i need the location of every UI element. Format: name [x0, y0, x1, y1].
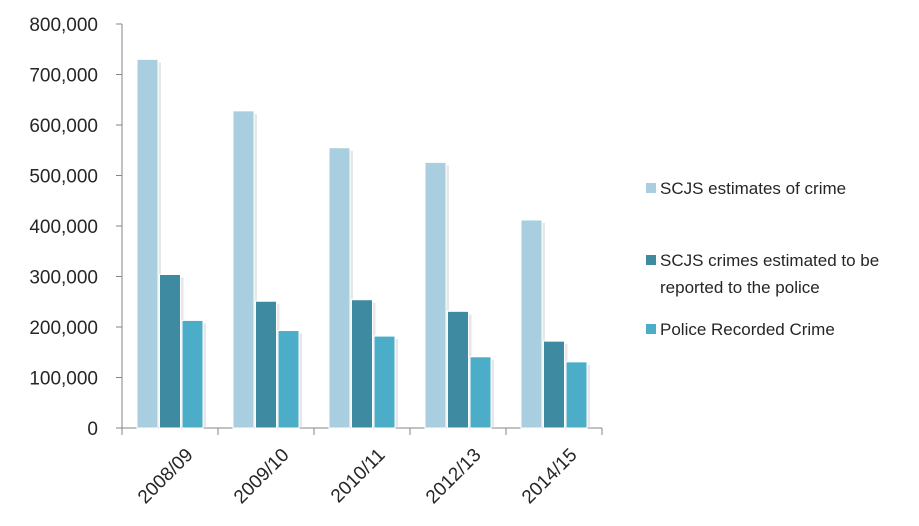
x-axis: 2008/09 2009/10 2010/11 2012/13 2014/15	[121, 427, 603, 508]
x-tick-label: 2012/13	[422, 445, 485, 508]
bar	[424, 161, 447, 429]
y-tick-label: 100,000	[29, 369, 98, 390]
legend-swatch	[646, 183, 656, 193]
x-tick-label: 2009/10	[230, 445, 293, 508]
y-tick-label: 600,000	[29, 116, 98, 137]
y-tick-label: 200,000	[29, 318, 98, 339]
legend: SCJS estimates of crime SCJS crimes estim…	[646, 179, 879, 339]
bar	[447, 310, 469, 429]
legend-label: SCJS estimates of crime	[660, 179, 846, 198]
legend-label: SCJS crimes estimated to be	[660, 251, 879, 270]
bar	[136, 58, 159, 429]
bar	[181, 319, 204, 429]
legend-swatch	[646, 324, 656, 334]
bar	[543, 340, 565, 429]
y-tick-label: 300,000	[29, 268, 98, 289]
legend-swatch	[646, 255, 656, 265]
bar	[232, 110, 255, 429]
x-tick-label: 2010/11	[327, 445, 389, 507]
bar	[520, 219, 543, 429]
bar	[565, 361, 588, 429]
y-axis: 0 100,000 200,000 300,000 400,000 500,000 600,…	[29, 15, 123, 440]
bar	[469, 356, 492, 429]
y-tick-label: 0	[87, 419, 98, 440]
bar	[373, 335, 396, 429]
x-tick-label: 2008/09	[134, 445, 197, 508]
y-tick-label: 700,000	[29, 66, 98, 87]
bar	[159, 273, 181, 429]
bar	[328, 147, 351, 429]
bar	[277, 330, 300, 429]
y-tick-label: 500,000	[29, 167, 98, 188]
bar	[351, 299, 373, 429]
bars	[136, 58, 590, 429]
x-tick-label: 2014/15	[518, 445, 581, 508]
y-tick-label: 800,000	[29, 15, 98, 36]
bar	[255, 300, 277, 429]
legend-label: Police Recorded Crime	[660, 320, 835, 339]
y-tick-label: 400,000	[29, 217, 98, 238]
legend-label: reported to the police	[660, 278, 820, 297]
